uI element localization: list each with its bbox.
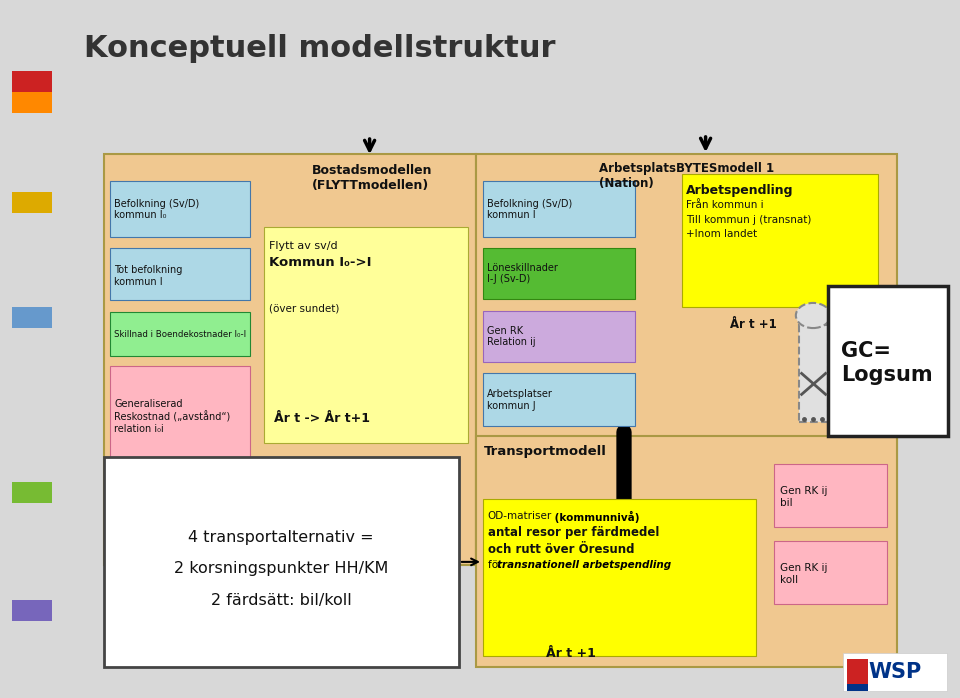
Bar	[110, 248, 250, 300]
Text: Skillnad i Boendekostnader I₀-I: Skillnad i Boendekostnader I₀-I	[114, 330, 247, 339]
Text: Löneskillnader
I-J (Sv-D): Löneskillnader I-J (Sv-D)	[487, 263, 558, 284]
Bar	[476, 436, 897, 667]
Text: Kommun I₀->I: Kommun I₀->I	[269, 256, 372, 269]
Text: Till kommun j (transnat): Till kommun j (transnat)	[686, 215, 812, 225]
Bar	[483, 373, 635, 426]
Text: År t -> År t+1: År t -> År t+1	[274, 413, 370, 425]
Bar	[12, 307, 52, 328]
Text: (över sundet): (över sundet)	[269, 304, 339, 313]
Bar	[828, 286, 948, 436]
Bar	[847, 684, 868, 691]
Text: ArbetsplatsBYTESmodell 1
(Nation): ArbetsplatsBYTESmodell 1 (Nation)	[599, 162, 774, 190]
Bar	[110, 181, 250, 237]
Text: Arbetspendling: Arbetspendling	[686, 184, 794, 197]
Bar	[682, 174, 878, 307]
Text: Befolkning (Sv/D)
kommun I₀: Befolkning (Sv/D) kommun I₀	[114, 199, 200, 220]
Bar	[12, 600, 52, 621]
Text: Befolkning (Sv/D)
kommun I: Befolkning (Sv/D) kommun I	[487, 199, 572, 220]
Text: för: för	[488, 560, 505, 570]
Bar	[843, 653, 947, 691]
Bar	[483, 311, 635, 362]
Text: Generaliserad
Reskostnad („avstånd“)
relation i₀i: Generaliserad Reskostnad („avstånd“) rel…	[114, 399, 230, 434]
Text: Arbetsplatser
kommun J: Arbetsplatser kommun J	[487, 389, 553, 410]
Bar	[104, 457, 459, 667]
Text: Konceptuell modellstruktur: Konceptuell modellstruktur	[84, 34, 556, 64]
Text: 2 korsningspunkter HH/KM: 2 korsningspunkter HH/KM	[174, 561, 389, 577]
Bar	[774, 464, 887, 527]
Text: Gen RK ij
koll: Gen RK ij koll	[780, 563, 827, 584]
Text: Transportmodell: Transportmodell	[484, 445, 607, 458]
Text: OD-matriser: OD-matriser	[488, 511, 552, 521]
Text: År t +1: År t +1	[731, 318, 777, 331]
Bar	[104, 154, 476, 565]
Bar	[12, 71, 52, 92]
Text: antal resor per färdmedel: antal resor per färdmedel	[488, 526, 660, 540]
Bar	[12, 482, 52, 503]
Bar	[110, 312, 250, 356]
Bar	[483, 499, 756, 656]
Text: +Inom landet: +Inom landet	[686, 229, 757, 239]
Text: Gen RK
Relation ij: Gen RK Relation ij	[487, 326, 536, 347]
Text: 2 färdsätt: bil/koll: 2 färdsätt: bil/koll	[211, 593, 351, 608]
Bar	[12, 92, 52, 113]
Text: Bostadsmodellen
(FLYTTmodellen): Bostadsmodellen (FLYTTmodellen)	[312, 164, 432, 192]
Text: Gen RK ij
bil: Gen RK ij bil	[780, 487, 827, 507]
Bar	[483, 248, 635, 299]
Text: Tot befolkning
kommun I: Tot befolkning kommun I	[114, 265, 182, 286]
Bar	[483, 181, 635, 237]
Text: 4 transportalternativ =: 4 transportalternativ =	[188, 530, 374, 545]
Text: och rutt över Öresund: och rutt över Öresund	[488, 543, 635, 556]
Bar	[774, 541, 887, 604]
Text: transnationell arbetspendling: transnationell arbetspendling	[497, 560, 671, 570]
Bar	[12, 192, 52, 213]
Bar	[264, 227, 468, 443]
Text: Från kommun i: Från kommun i	[686, 200, 764, 210]
Text: WSP: WSP	[869, 662, 922, 682]
Bar	[0, 0, 70, 698]
Circle shape	[796, 303, 830, 328]
Text: GC=
Logsum: GC= Logsum	[841, 341, 933, 385]
Text: År t +1: År t +1	[546, 646, 596, 660]
Bar	[799, 325, 828, 422]
Bar	[847, 659, 868, 685]
Bar	[476, 154, 897, 565]
Bar	[110, 366, 250, 461]
Text: Flytt av sv/d: Flytt av sv/d	[269, 241, 337, 251]
Text: (kommunnivå): (kommunnivå)	[551, 511, 639, 523]
